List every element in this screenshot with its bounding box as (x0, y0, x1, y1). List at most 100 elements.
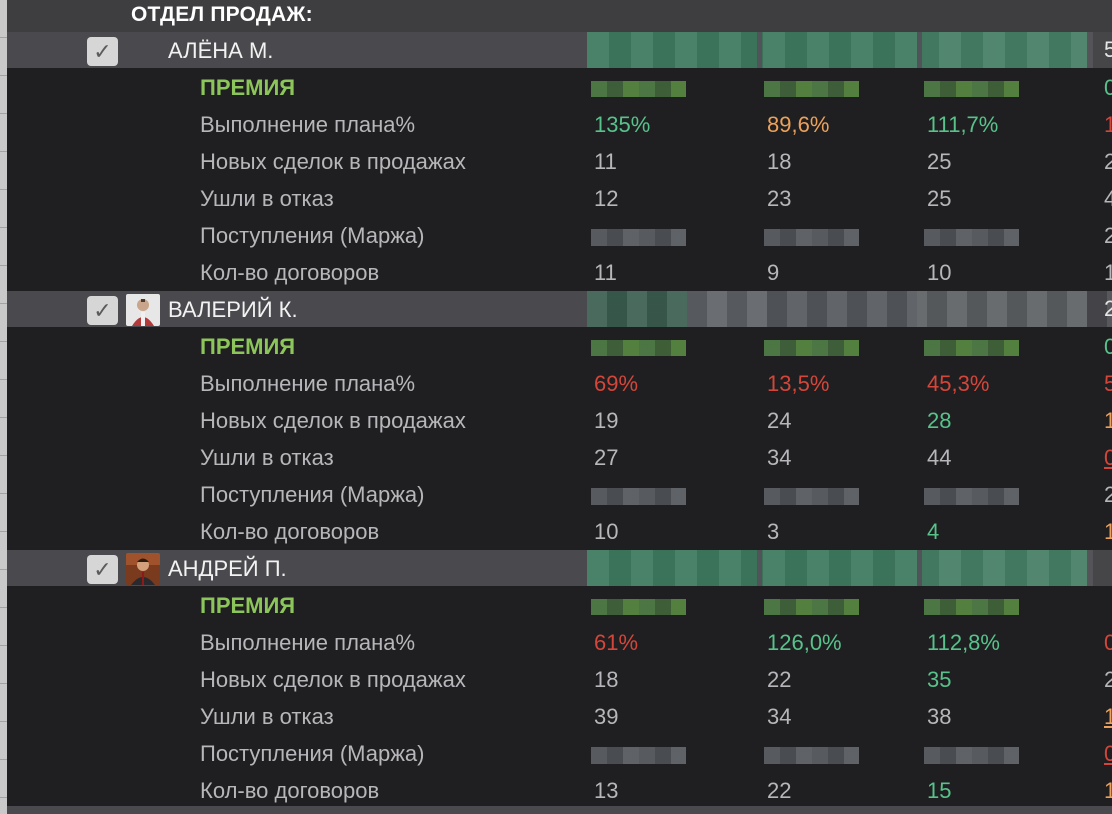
metric-row-plan: Выполнение плана% 69% 13,5% 45,3% 5 (7, 365, 1112, 402)
contracts-cell[interactable]: 1 (1104, 778, 1112, 803)
plan-cell[interactable]: 126,0% (767, 630, 842, 655)
metric-row-new-deals: Новых сделок в продажах 18 22 35 2 (7, 661, 1112, 698)
employee-section-3: ✓ АНДРЕЙ П. ПРЕМИЯ Выполнен (7, 550, 1112, 808)
cell-partial: 5 (1104, 37, 1112, 62)
bonus-label: ПРЕМИЯ (200, 593, 296, 618)
plan-label: Выполнение плана% (200, 630, 416, 655)
employee-checkbox[interactable]: ✓ (87, 37, 118, 66)
new-deals-cell[interactable]: 28 (927, 408, 952, 433)
contracts-cell[interactable]: 10 (594, 519, 619, 544)
row-header-strip (0, 0, 7, 814)
refused-cell[interactable]: 34 (767, 704, 792, 729)
new-deals-cell[interactable]: 11 (594, 149, 617, 174)
blurred-value (591, 747, 686, 764)
employee-row[interactable]: ✓ АНДРЕЙ П. (7, 550, 1112, 586)
employee-row[interactable]: ✓ ВАЛЕРИЙ К. 2 (7, 291, 1112, 327)
new-deals-cell[interactable]: 18 (767, 149, 792, 174)
plan-cell[interactable]: 61% (594, 630, 639, 655)
employee-checkbox[interactable]: ✓ (87, 555, 118, 584)
new-deals-cell[interactable]: 2 (1104, 667, 1112, 692)
metric-row-refused: Ушли в отказ 39 34 38 1 (7, 698, 1112, 735)
refused-cell[interactable]: 23 (767, 186, 792, 211)
contracts-cell[interactable]: 13 (594, 778, 619, 803)
contracts-cell[interactable]: 11 (594, 260, 617, 285)
employee-name: АЛЁНА М. (168, 38, 274, 63)
new-deals-cell[interactable]: 22 (767, 667, 792, 692)
refused-cell[interactable]: 12 (594, 186, 619, 211)
contracts-cell[interactable]: 1 (1104, 260, 1112, 285)
new-deals-label: Новых сделок в продажах (200, 667, 466, 692)
sales-table: ОТДЕЛ ПРОДАЖ: ✓ АЛЁНА М. 5 ПРЕМИЯ 0 Выпо… (7, 0, 1112, 814)
new-deals-cell[interactable]: 1 (1104, 408, 1112, 433)
cell-partial: 2 (1104, 223, 1112, 248)
blurred-summary (587, 32, 1112, 68)
department-header: ОТДЕЛ ПРОДАЖ: (7, 0, 1112, 33)
metric-row-bonus: ПРЕМИЯ (7, 587, 1112, 624)
new-deals-cell[interactable]: 25 (927, 149, 952, 174)
refused-cell[interactable]: 27 (594, 445, 619, 470)
plan-cell[interactable]: 111,7% (927, 112, 999, 137)
new-deals-cell[interactable]: 24 (767, 408, 792, 433)
refused-cell[interactable]: 34 (767, 445, 792, 470)
new-deals-cell[interactable]: 18 (594, 667, 619, 692)
new-deals-cell[interactable]: 2 (1104, 149, 1112, 174)
employee-row[interactable]: ✓ АЛЁНА М. 5 (7, 32, 1112, 68)
revenue-label: Поступления (Маржа) (200, 741, 425, 766)
blurred-value (924, 599, 1019, 615)
new-deals-cell[interactable]: 19 (594, 408, 619, 433)
refused-cell[interactable]: 25 (927, 186, 952, 211)
plan-cell[interactable]: 1 (1104, 112, 1112, 137)
metric-row-revenue: Поступления (Маржа) 2 (7, 217, 1112, 254)
plan-cell[interactable]: 112,8% (927, 630, 1000, 655)
plan-cell[interactable]: 13,5% (767, 371, 830, 396)
metric-row-revenue: Поступления (Маржа) 2 (7, 476, 1112, 513)
new-deals-cell[interactable]: 35 (927, 667, 952, 692)
contracts-cell[interactable]: 1 (1104, 519, 1112, 544)
employee-checkbox[interactable]: ✓ (87, 296, 118, 325)
contracts-cell[interactable]: 9 (767, 260, 780, 285)
employee-name: АНДРЕЙ П. (168, 556, 287, 581)
plan-cell[interactable]: 89,6% (767, 112, 830, 137)
refused-cell[interactable]: 38 (927, 704, 952, 729)
blurred-value (924, 340, 1019, 356)
employee-section-2: ✓ ВАЛЕРИЙ К. 2 ПРЕМИЯ 0 Выполнение плана (7, 291, 1112, 549)
plan-cell[interactable]: 45,3% (927, 371, 990, 396)
department-title: ОТДЕЛ ПРОДАЖ: (131, 3, 313, 26)
bonus-label: ПРЕМИЯ (200, 334, 296, 359)
contracts-cell[interactable]: 3 (767, 519, 780, 544)
contracts-label: Кол-во договоров (200, 260, 380, 285)
refused-cell[interactable]: 44 (927, 445, 952, 470)
plan-cell[interactable]: 5 (1104, 371, 1112, 396)
employee-name: ВАЛЕРИЙ К. (168, 297, 298, 322)
blurred-value (764, 747, 859, 764)
contracts-cell[interactable]: 15 (927, 778, 952, 803)
plan-cell[interactable]: 69% (594, 371, 639, 396)
refused-label: Ушли в отказ (200, 445, 334, 470)
blurred-value (764, 599, 859, 615)
metric-row-refused: Ушли в отказ 12 23 25 4 (7, 180, 1112, 217)
refused-cell[interactable]: 1 (1104, 704, 1112, 729)
blurred-value (924, 747, 1019, 764)
blurred-summary (587, 550, 1112, 586)
revenue-label: Поступления (Маржа) (200, 223, 425, 248)
contracts-cell[interactable]: 10 (927, 260, 952, 285)
blurred-value (591, 488, 686, 505)
next-employee-row (7, 806, 1112, 814)
refused-cell[interactable]: 0 (1104, 445, 1112, 470)
plan-label: Выполнение плана% (200, 112, 416, 137)
contracts-label: Кол-во договоров (200, 519, 380, 544)
metric-row-bonus: ПРЕМИЯ 0 (7, 328, 1112, 365)
metric-row-plan: Выполнение плана% 135% 89,6% 111,7% 1 (7, 106, 1112, 143)
contracts-cell[interactable]: 22 (767, 778, 792, 803)
plan-cell[interactable]: 135% (594, 112, 651, 137)
contracts-cell[interactable]: 4 (927, 519, 940, 544)
refused-cell[interactable]: 39 (594, 704, 619, 729)
blurred-value (591, 229, 686, 246)
metric-row-new-deals: Новых сделок в продажах 11 18 25 2 (7, 143, 1112, 180)
plan-cell[interactable]: 0 (1104, 630, 1112, 655)
blurred-value (924, 229, 1019, 246)
contracts-label: Кол-во договоров (200, 778, 380, 803)
metric-row-revenue: Поступления (Маржа) 0 (7, 735, 1112, 772)
blurred-value (764, 81, 859, 97)
refused-cell[interactable]: 4 (1104, 186, 1112, 211)
